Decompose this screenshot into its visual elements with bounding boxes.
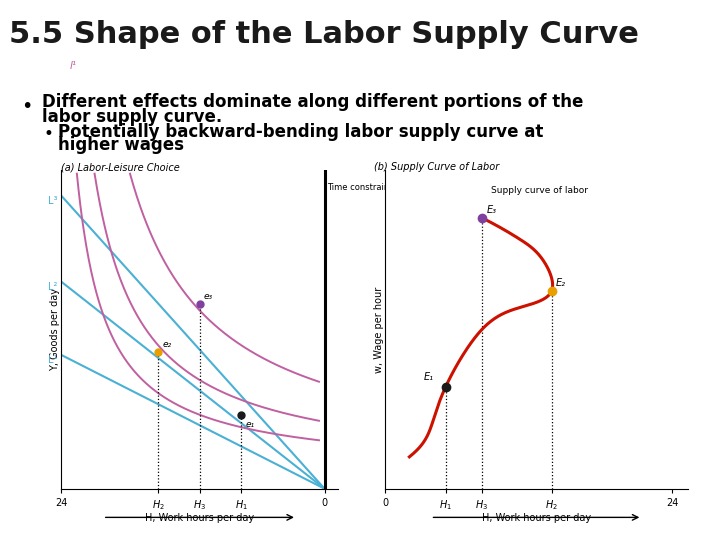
Text: e₂: e₂ [163, 340, 171, 348]
Text: L³: L³ [48, 195, 57, 206]
Text: E₂: E₂ [556, 278, 566, 288]
Text: Potentially backward-bending labor supply curve at: Potentially backward-bending labor suppl… [58, 123, 543, 141]
X-axis label: H, Work hours per day: H, Work hours per day [145, 513, 254, 523]
Text: L²: L² [48, 282, 57, 292]
Text: e₃: e₃ [204, 292, 213, 301]
Text: 5.5 Shape of the Labor Supply Curve: 5.5 Shape of the Labor Supply Curve [9, 21, 639, 50]
Text: labor supply curve.: labor supply curve. [42, 108, 222, 126]
X-axis label: H, Work hours per day: H, Work hours per day [482, 513, 591, 523]
Text: (b) Supply Curve of Labor: (b) Supply Curve of Labor [374, 162, 500, 172]
Text: Copyright ©2014 Pearson Education, Inc. All rights reserved.: Copyright ©2014 Pearson Education, Inc. … [9, 518, 307, 528]
Text: 5-26: 5-26 [689, 518, 711, 528]
Text: e₁: e₁ [246, 420, 255, 429]
Text: higher wages: higher wages [58, 136, 184, 154]
Text: Different effects dominate along different portions of the: Different effects dominate along differe… [42, 93, 583, 111]
Text: L¹: L¹ [48, 355, 57, 365]
Text: Supply curve of labor: Supply curve of labor [491, 186, 588, 195]
Y-axis label: w, Wage per hour: w, Wage per hour [374, 286, 384, 373]
Text: Time constraint: Time constraint [328, 183, 393, 192]
Text: •: • [43, 125, 53, 143]
Text: l¹: l¹ [70, 62, 76, 71]
Text: E₃: E₃ [487, 205, 497, 215]
Text: E₁: E₁ [423, 372, 433, 382]
Y-axis label: Y, Goods per day: Y, Goods per day [50, 288, 60, 371]
Text: •: • [22, 97, 33, 116]
Text: (a) Labor-Leisure Choice: (a) Labor-Leisure Choice [61, 162, 180, 172]
